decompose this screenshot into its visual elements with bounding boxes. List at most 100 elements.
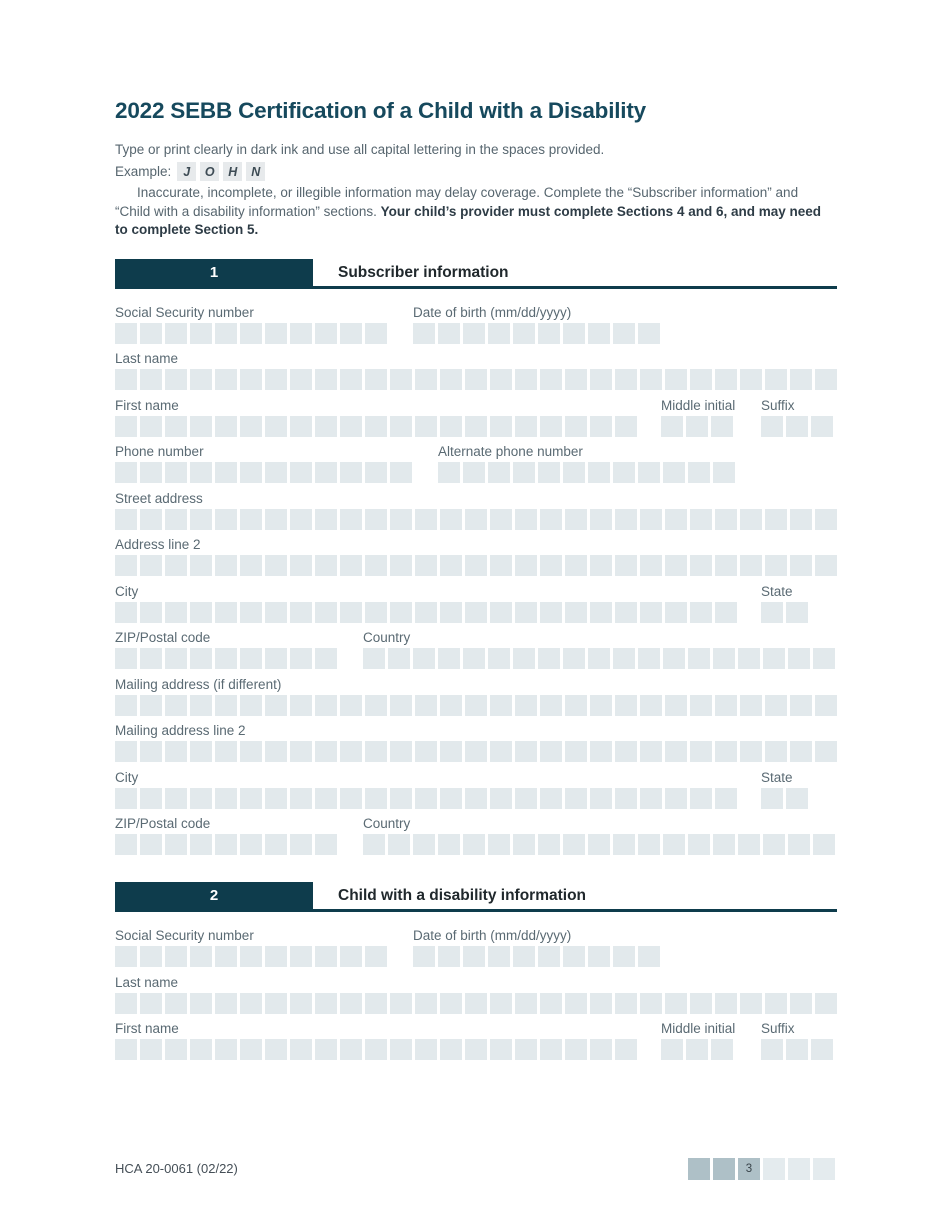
character-box[interactable] xyxy=(290,992,312,1014)
character-box[interactable] xyxy=(215,462,237,483)
character-box[interactable] xyxy=(763,834,785,855)
character-box[interactable] xyxy=(340,992,362,1014)
character-box[interactable] xyxy=(390,694,412,716)
character-box[interactable] xyxy=(365,415,387,437)
character-box[interactable] xyxy=(538,834,560,855)
character-box[interactable] xyxy=(515,415,537,437)
character-box[interactable] xyxy=(115,741,137,762)
character-box[interactable] xyxy=(265,787,287,809)
character-box[interactable] xyxy=(563,322,585,344)
character-box[interactable] xyxy=(315,415,337,437)
character-box[interactable] xyxy=(413,322,435,344)
character-box[interactable] xyxy=(563,946,585,967)
character-box[interactable] xyxy=(811,415,833,437)
character-box[interactable] xyxy=(115,946,137,967)
character-box[interactable] xyxy=(140,648,162,669)
character-box[interactable] xyxy=(440,694,462,716)
character-box[interactable] xyxy=(140,601,162,623)
character-box[interactable] xyxy=(638,648,660,669)
character-box[interactable] xyxy=(590,992,612,1014)
character-box[interactable] xyxy=(786,1039,808,1060)
character-box[interactable] xyxy=(465,694,487,716)
character-box[interactable] xyxy=(215,508,237,530)
character-box[interactable] xyxy=(315,741,337,762)
character-box[interactable] xyxy=(265,369,287,390)
character-box[interactable] xyxy=(690,601,712,623)
character-box[interactable] xyxy=(140,946,162,967)
character-box[interactable] xyxy=(565,601,587,623)
character-box[interactable] xyxy=(115,415,137,437)
character-box[interactable] xyxy=(465,555,487,576)
character-box[interactable] xyxy=(140,415,162,437)
character-box[interactable] xyxy=(640,741,662,762)
character-box[interactable] xyxy=(190,415,212,437)
character-box[interactable] xyxy=(390,601,412,623)
character-box[interactable] xyxy=(590,555,612,576)
character-box[interactable] xyxy=(790,992,812,1014)
character-box[interactable] xyxy=(765,508,787,530)
character-box[interactable] xyxy=(240,508,262,530)
character-box[interactable] xyxy=(613,648,635,669)
character-box[interactable] xyxy=(190,1039,212,1060)
character-box[interactable] xyxy=(190,834,212,855)
character-box[interactable] xyxy=(240,787,262,809)
character-box[interactable] xyxy=(615,694,637,716)
character-box[interactable] xyxy=(115,462,137,483)
character-box[interactable] xyxy=(690,694,712,716)
character-box[interactable] xyxy=(165,508,187,530)
character-box[interactable] xyxy=(438,322,460,344)
character-box[interactable] xyxy=(765,555,787,576)
character-box[interactable] xyxy=(740,694,762,716)
character-box[interactable] xyxy=(415,415,437,437)
character-box[interactable] xyxy=(140,834,162,855)
character-box[interactable] xyxy=(640,787,662,809)
character-box[interactable] xyxy=(340,508,362,530)
character-box[interactable] xyxy=(265,322,287,344)
character-box[interactable] xyxy=(665,787,687,809)
character-box[interactable] xyxy=(315,508,337,530)
character-box[interactable] xyxy=(140,741,162,762)
character-box[interactable] xyxy=(315,369,337,390)
character-box[interactable] xyxy=(588,322,610,344)
character-box[interactable] xyxy=(761,415,783,437)
character-box[interactable] xyxy=(315,946,337,967)
character-box[interactable] xyxy=(588,834,610,855)
character-box[interactable] xyxy=(590,741,612,762)
character-box[interactable] xyxy=(588,946,610,967)
character-box[interactable] xyxy=(565,741,587,762)
character-box[interactable] xyxy=(715,555,737,576)
character-box[interactable] xyxy=(265,1039,287,1060)
character-box[interactable] xyxy=(788,648,810,669)
character-box[interactable] xyxy=(615,601,637,623)
character-box[interactable] xyxy=(215,1039,237,1060)
character-box[interactable] xyxy=(290,648,312,669)
character-box[interactable] xyxy=(365,741,387,762)
character-box[interactable] xyxy=(540,601,562,623)
character-box[interactable] xyxy=(515,555,537,576)
character-box[interactable] xyxy=(388,834,410,855)
character-box[interactable] xyxy=(290,946,312,967)
character-box[interactable] xyxy=(715,741,737,762)
character-box[interactable] xyxy=(215,415,237,437)
character-box[interactable] xyxy=(388,648,410,669)
character-box[interactable] xyxy=(515,369,537,390)
character-box[interactable] xyxy=(465,1039,487,1060)
character-box[interactable] xyxy=(315,462,337,483)
character-box[interactable] xyxy=(440,1039,462,1060)
character-box[interactable] xyxy=(115,787,137,809)
character-box[interactable] xyxy=(190,462,212,483)
character-box[interactable] xyxy=(215,992,237,1014)
character-box[interactable] xyxy=(265,992,287,1014)
character-box[interactable] xyxy=(215,601,237,623)
character-box[interactable] xyxy=(540,508,562,530)
character-box[interactable] xyxy=(465,992,487,1014)
character-box[interactable] xyxy=(140,555,162,576)
character-box[interactable] xyxy=(165,322,187,344)
character-box[interactable] xyxy=(165,741,187,762)
character-box[interactable] xyxy=(488,648,510,669)
character-box[interactable] xyxy=(813,648,835,669)
character-box[interactable] xyxy=(290,369,312,390)
character-box[interactable] xyxy=(640,508,662,530)
character-box[interactable] xyxy=(363,834,385,855)
character-box[interactable] xyxy=(415,992,437,1014)
